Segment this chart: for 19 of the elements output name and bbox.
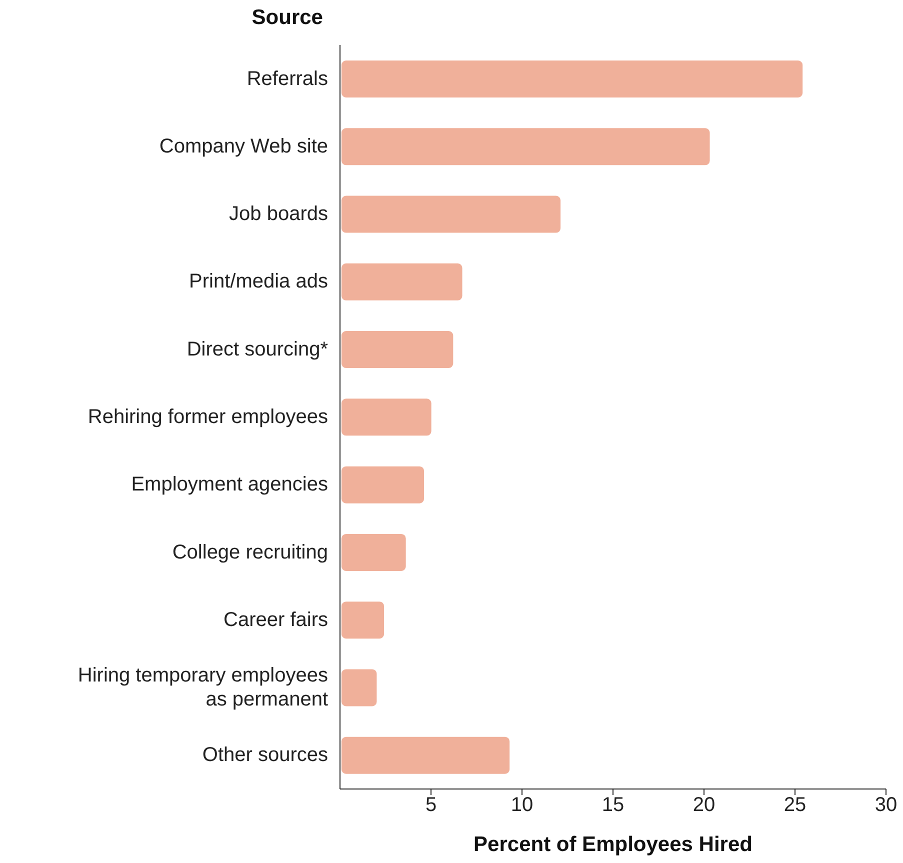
y-tick-label: Hiring temporary employees as permanent	[78, 664, 328, 711]
y-tick-label: Job boards	[229, 203, 328, 226]
y-tick-label: Employment agencies	[131, 474, 328, 496]
y-tick-label: Print/media ads	[189, 270, 328, 293]
y-tick-label: Career fairs	[224, 608, 328, 631]
y-tick-label: Direct sourcing*	[186, 338, 328, 360]
x-tick-label: 10	[510, 794, 534, 816]
y-tick-label: Company Web site	[159, 135, 328, 158]
y-tick-label: Referrals	[246, 68, 328, 90]
x-tick-label: 30	[874, 794, 898, 816]
x-tick-label: 15	[602, 794, 624, 816]
x-tick-label: 5	[425, 794, 437, 816]
x-tick-label: 20	[692, 794, 716, 816]
y-tick-label: College recruiting	[172, 541, 328, 564]
y-tick-label: Rehiring former employees	[88, 406, 328, 428]
x-axis-title: Percent of Employees Hired	[474, 833, 752, 856]
y-axis-title: Source	[250, 6, 323, 30]
x-tick-label: 25	[784, 794, 806, 816]
y-tick-label: Other sources	[202, 744, 328, 766]
